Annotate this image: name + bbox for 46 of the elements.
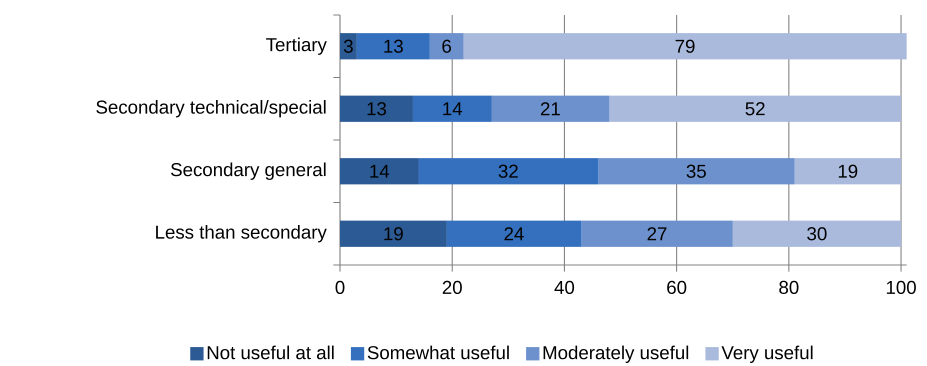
bar [609, 96, 902, 122]
bar [463, 33, 907, 60]
data-label: 52 [746, 102, 765, 116]
x-tick-label: 40 [554, 280, 574, 294]
data-label: 27 [648, 227, 666, 240]
bar [340, 96, 413, 122]
data-label: 14 [443, 102, 462, 116]
data-label: 79 [676, 40, 695, 53]
bar [446, 220, 582, 247]
data-label: 13 [384, 40, 403, 53]
legend-label: Very useful [721, 346, 812, 363]
bar [340, 33, 357, 60]
data-label: 35 [686, 164, 706, 178]
x-tick-label: 0 [336, 280, 344, 294]
data-label: 3 [344, 40, 353, 53]
x-tick-label: 60 [667, 280, 686, 294]
data-label: 21 [540, 102, 560, 116]
data-label: 32 [498, 164, 518, 178]
data-label: 30 [807, 227, 827, 240]
x-tick-label: 100 [886, 280, 916, 294]
bar [340, 220, 447, 247]
bar [732, 220, 902, 247]
data-label: 13 [368, 102, 386, 116]
data-label: 24 [504, 227, 524, 240]
y-tick-label: Tertiary [266, 38, 327, 55]
data-label: 19 [838, 164, 858, 178]
legend-label: Somewhat useful [368, 346, 509, 360]
bar [356, 33, 430, 60]
bar [598, 158, 794, 184]
data-label: 19 [384, 227, 403, 240]
data-label: 14 [370, 164, 390, 178]
bar [418, 158, 598, 184]
bar [581, 220, 733, 247]
x-tick-label: 80 [779, 280, 798, 294]
legend-label: Moderately useful [544, 346, 688, 363]
data-label: 6 [442, 40, 451, 53]
bar [412, 96, 492, 122]
bar [491, 96, 610, 122]
bar [794, 158, 902, 184]
x-tick-label: 20 [442, 280, 462, 294]
y-tick-label: Less than secondary [156, 225, 327, 242]
bar [340, 158, 419, 184]
y-tick-label: Secondary technical/special [96, 100, 326, 118]
y-tick-label: Secondary general [171, 162, 326, 180]
bar [430, 33, 464, 60]
legend-label: Not useful at all [208, 346, 334, 360]
